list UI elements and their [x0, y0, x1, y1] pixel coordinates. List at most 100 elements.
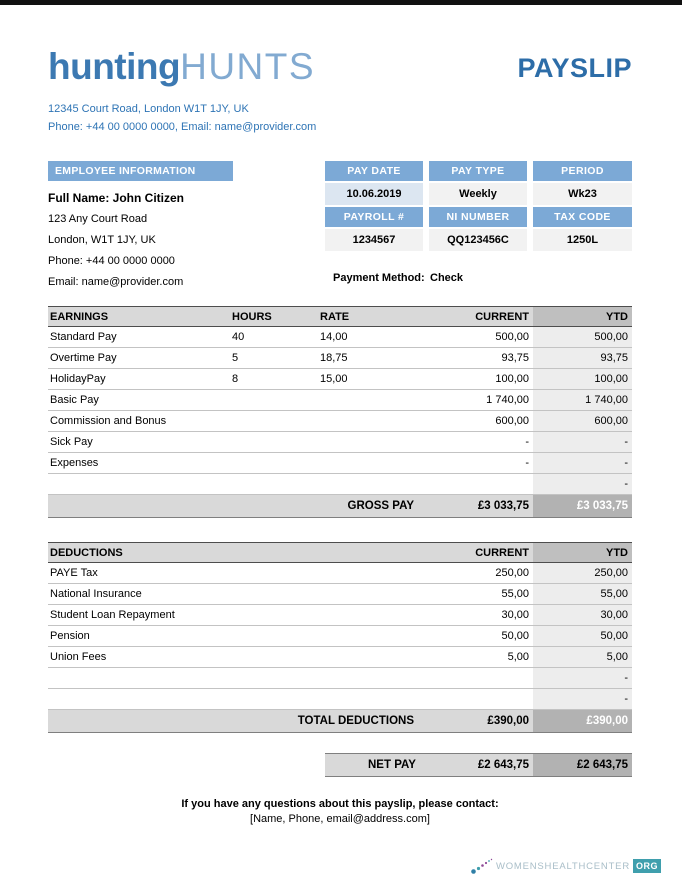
- table-row: Union Fees 5,00 5,00: [48, 647, 632, 668]
- gross-pay-ytd: £3 033,75: [533, 495, 632, 517]
- deduction-current: 30,00: [501, 609, 529, 621]
- earning-current: 500,00: [495, 331, 529, 343]
- deductions-header-label: DEDUCTIONS: [50, 546, 123, 559]
- table-row: Pension 50,00 50,00: [48, 626, 632, 647]
- tax-code-value: 1250L: [533, 229, 632, 251]
- table-row: Sick Pay - -: [48, 432, 632, 453]
- employee-full-name: Full Name: John Citizen: [48, 190, 185, 205]
- gross-pay-label: GROSS PAY: [347, 500, 414, 512]
- logo-part-bold: hunting: [48, 46, 181, 87]
- net-pay-label: NET PAY: [368, 759, 416, 771]
- earning-rate: 18,75: [320, 352, 348, 364]
- earning-ytd: 93,75: [533, 348, 632, 368]
- earning-hours: [232, 390, 320, 410]
- current-header-label: CURRENT: [475, 310, 529, 323]
- watermark: WOMENSHEALTHCENTER ORG: [470, 856, 661, 876]
- deduction-name: National Insurance: [50, 588, 142, 600]
- company-address-line1: 12345 Court Road, London W1T 1JY, UK: [48, 103, 249, 115]
- earning-hours: [232, 453, 320, 473]
- deduction-name: Pension: [50, 630, 90, 642]
- earning-ytd: 1 740,00: [533, 390, 632, 410]
- deduction-ytd: 55,00: [533, 584, 632, 604]
- table-row: HolidayPay 8 15,00 100,00 100,00: [48, 369, 632, 390]
- company-address-line2: Phone: +44 00 0000 0000, Email: name@pro…: [48, 121, 317, 133]
- deduction-ytd: -: [533, 668, 632, 688]
- earning-current: -: [525, 457, 529, 469]
- net-pay-ytd: £2 643,75: [533, 754, 632, 776]
- logo-part-light: HUNTS: [180, 46, 316, 87]
- earning-name: Sick Pay: [50, 436, 93, 448]
- ni-number-value: QQ123456C: [429, 229, 527, 251]
- footer-contact-note: If you have any questions about this pay…: [48, 797, 632, 827]
- deduction-name: Student Loan Repayment: [50, 609, 175, 621]
- payment-method-label: Payment Method:: [333, 272, 425, 284]
- earning-hours: [232, 411, 320, 431]
- period-header: PERIOD: [533, 161, 632, 181]
- deduction-name: PAYE Tax: [50, 567, 98, 579]
- earning-name: Standard Pay: [50, 331, 117, 343]
- gross-pay-current: £3 033,75: [477, 500, 529, 512]
- earning-rate: [320, 411, 408, 431]
- pay-date-header: PAY DATE: [325, 161, 423, 181]
- table-row: Expenses - -: [48, 453, 632, 474]
- deduction-ytd: 250,00: [533, 563, 632, 583]
- earning-rate: 15,00: [320, 373, 348, 385]
- deduction-current: [408, 668, 533, 688]
- rate-header-label: RATE: [320, 310, 350, 323]
- deduction-ytd: 30,00: [533, 605, 632, 625]
- earning-rate: [320, 432, 408, 452]
- earning-rate: 14,00: [320, 331, 348, 343]
- employee-address-line2: London, W1T 1JY, UK: [48, 233, 156, 246]
- payroll-number-header: PAYROLL #: [325, 207, 423, 227]
- pay-date-value: 10.06.2019: [325, 183, 423, 205]
- earning-name: HolidayPay: [50, 373, 106, 385]
- table-row: Overtime Pay 5 18,75 93,75 93,75: [48, 348, 632, 369]
- earning-current: 1 740,00: [486, 394, 529, 406]
- earning-rate: [320, 390, 408, 410]
- earning-ytd: 500,00: [533, 327, 632, 347]
- earning-current: 600,00: [495, 415, 529, 427]
- net-pay-row: NET PAY £2 643,75 £2 643,75: [325, 753, 632, 777]
- total-deductions-label: TOTAL DEDUCTIONS: [297, 715, 414, 727]
- total-deductions-row: TOTAL DEDUCTIONS £390,00 £390,00: [48, 710, 632, 733]
- total-deductions-ytd: £390,00: [533, 710, 632, 732]
- earning-name: Overtime Pay: [50, 352, 117, 364]
- pay-type-value: Weekly: [429, 183, 527, 205]
- payment-method-value: Check: [430, 272, 464, 284]
- table-row: Student Loan Repayment 30,00 30,00: [48, 605, 632, 626]
- earning-hours: 8: [232, 373, 239, 385]
- pay-type-header: PAY TYPE: [429, 161, 527, 181]
- deduction-current: 250,00: [495, 567, 529, 579]
- deduction-ytd: 50,00: [533, 626, 632, 646]
- earnings-header-label: EARNINGS: [50, 310, 109, 323]
- deduction-ytd: -: [533, 689, 632, 709]
- table-row: -: [48, 474, 632, 495]
- net-pay-current: £2 643,75: [477, 759, 529, 771]
- deduction-current: [408, 689, 533, 709]
- watermark-org-badge: ORG: [632, 859, 661, 873]
- ni-number-header: NI NUMBER: [429, 207, 527, 227]
- total-deductions-current: £390,00: [487, 715, 529, 727]
- pay-info-section: PAY DATE PAY TYPE PERIOD 10.06.2019 Week…: [325, 161, 632, 292]
- hours-header-label: HOURS: [232, 310, 272, 323]
- earning-rate: [320, 474, 408, 494]
- page-title: PAYSLIP: [517, 53, 632, 83]
- watermark-site-name: WOMENSHEALTHCENTER: [495, 860, 630, 872]
- employee-address-line1: 123 Any Court Road: [48, 212, 148, 225]
- deductions-table: DEDUCTIONS CURRENT YTD PAYE Tax 250,00 2…: [48, 542, 632, 733]
- earning-current: 100,00: [495, 373, 529, 385]
- earning-current: -: [525, 436, 529, 448]
- table-row: -: [48, 668, 632, 689]
- deduction-name: Union Fees: [50, 651, 107, 663]
- earning-name: Basic Pay: [50, 394, 99, 406]
- earning-name: Commission and Bonus: [50, 415, 167, 427]
- earnings-table-header: EARNINGS HOURS RATE CURRENT YTD: [48, 306, 632, 327]
- earning-ytd: 100,00: [533, 369, 632, 389]
- earning-name: Expenses: [50, 457, 99, 469]
- company-address-block: 12345 Court Road, London W1T 1JY, UK Pho…: [48, 100, 632, 136]
- dots-swoosh-icon: [471, 858, 493, 874]
- footer-line2: [Name, Phone, email@address.com]: [250, 813, 430, 825]
- current-header-label: CURRENT: [475, 546, 529, 559]
- top-border-bar: [0, 0, 682, 5]
